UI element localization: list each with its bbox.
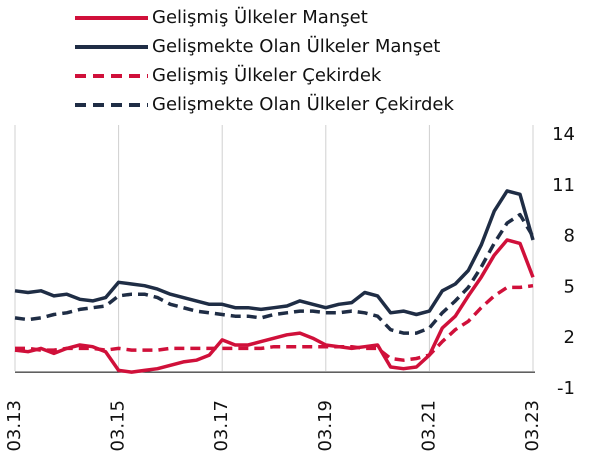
- x-tick-label: 03.15: [108, 400, 129, 452]
- x-tick-label: 03.21: [418, 400, 439, 452]
- y-tick-label: 11: [552, 175, 575, 196]
- legend-label: Gelişmekte Olan Ülkeler Manşet: [152, 35, 440, 57]
- y-tick-label: 2: [564, 327, 575, 348]
- y-tick-label: 5: [564, 276, 575, 297]
- x-tick-label: 03.17: [211, 400, 232, 452]
- y-tick-label: 14: [552, 124, 575, 145]
- series-line: [15, 283, 534, 362]
- x-tick-label: 03.19: [315, 400, 336, 452]
- y-tick-label: -1: [557, 378, 575, 399]
- series-line: [14, 212, 535, 335]
- legend-label: Gelişmiş Ülkeler Manşet: [152, 6, 368, 28]
- legend-label: Gelişmiş Ülkeler Çekirdek: [152, 64, 382, 86]
- x-tick-label: 03.23: [522, 400, 543, 452]
- y-tick-label: 8: [564, 226, 575, 247]
- series-line: [14, 189, 535, 317]
- legend-label: Gelişmekte Olan Ülkeler Çekirdek: [152, 93, 454, 115]
- x-tick-label: 03.13: [4, 400, 25, 452]
